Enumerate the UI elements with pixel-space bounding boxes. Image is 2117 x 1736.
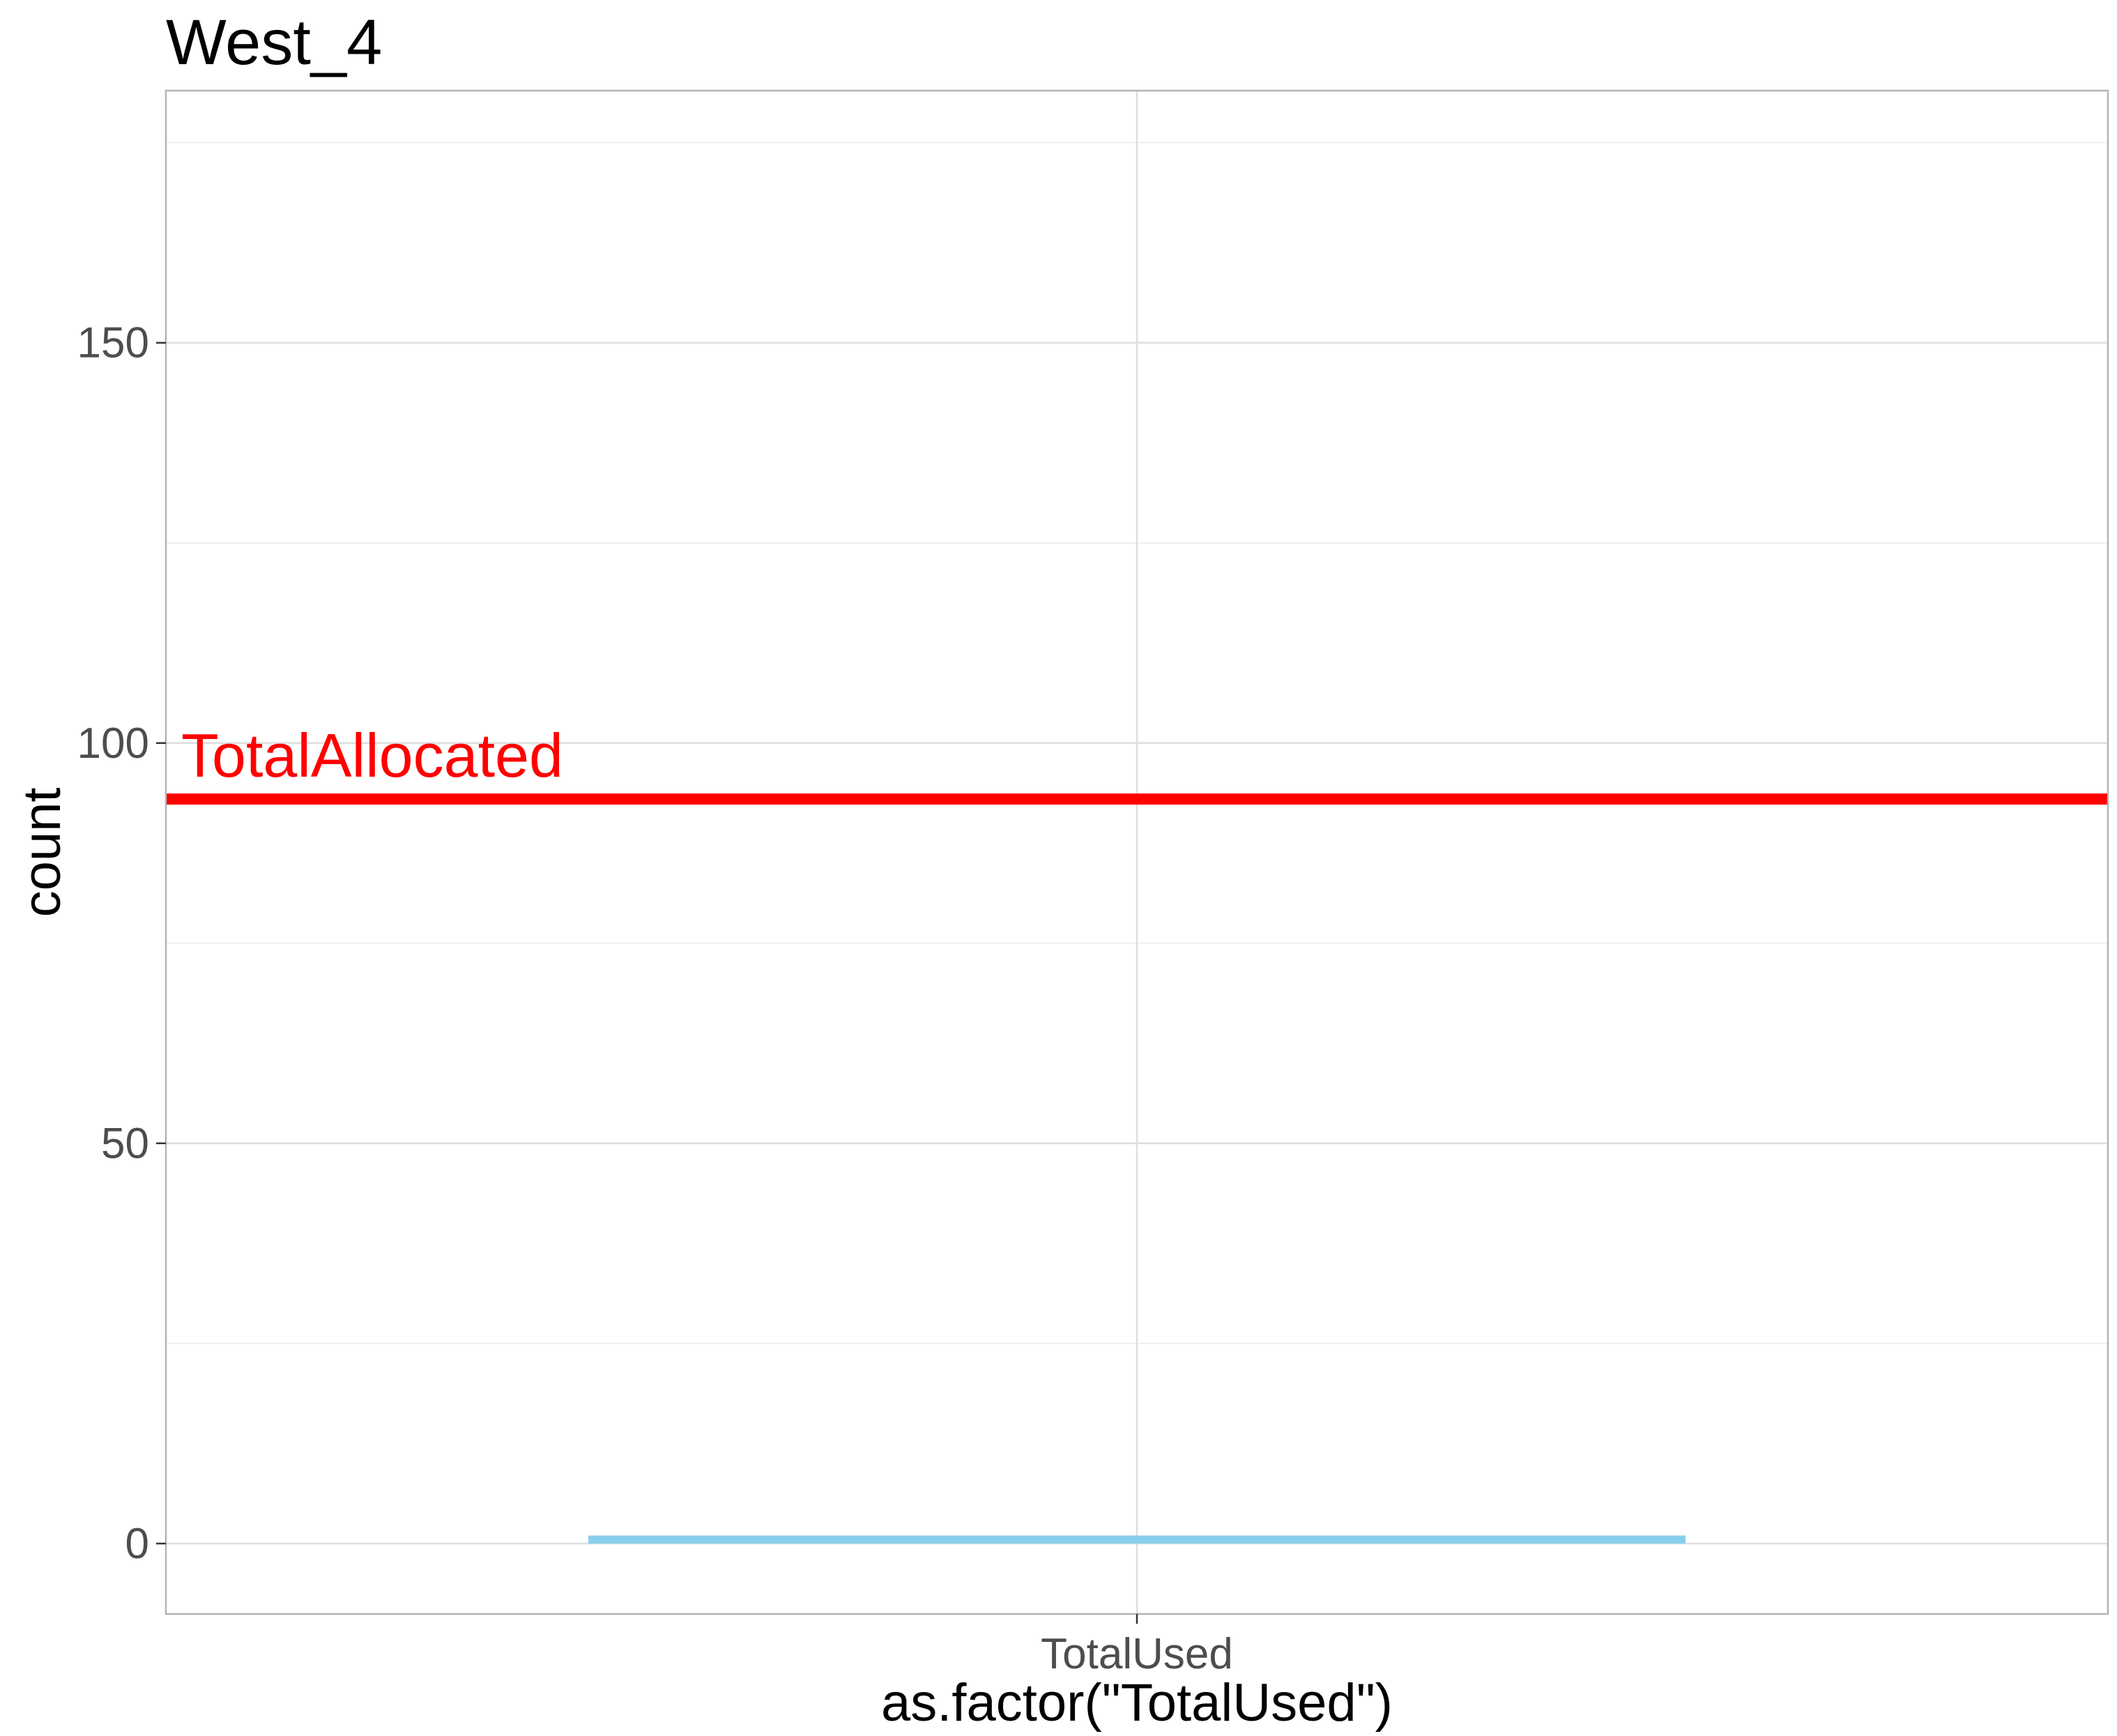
chart-title: West_4	[166, 7, 382, 78]
x-axis-ticks: TotalUsed	[1041, 1614, 1233, 1678]
y-tick-label: 50	[101, 1120, 149, 1168]
y-tick-label: 100	[77, 719, 149, 768]
y-axis-title: count	[13, 788, 72, 918]
reference-line-label: TotalAllocated	[181, 721, 563, 790]
reference-lines: TotalAllocated	[166, 721, 2108, 805]
bars	[588, 1535, 1686, 1544]
bar	[588, 1535, 1686, 1544]
y-tick-label: 150	[77, 319, 149, 367]
y-axis-ticks: 0 50 100 150	[77, 319, 166, 1568]
x-axis-title: as.factor("TotalUsed")	[881, 1673, 1393, 1733]
x-tick-label: TotalUsed	[1041, 1630, 1233, 1678]
y-tick-label: 0	[125, 1520, 149, 1568]
